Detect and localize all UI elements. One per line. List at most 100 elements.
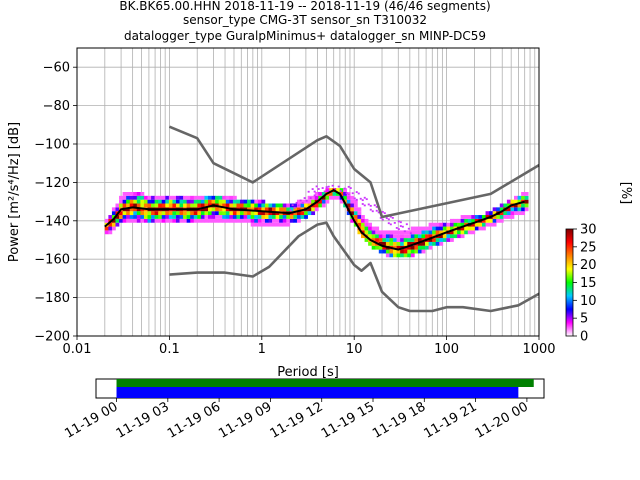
density-cell <box>119 215 123 219</box>
density-outlier-cell <box>295 201 298 204</box>
density-cell <box>197 215 202 219</box>
density-cell <box>421 245 426 250</box>
density-cell <box>442 222 447 227</box>
density-cell <box>165 203 170 208</box>
density-cell <box>464 226 469 231</box>
density-cell <box>111 226 116 231</box>
density-cell <box>122 211 127 216</box>
density-cell <box>407 253 412 258</box>
density-cell <box>168 199 173 204</box>
density-cell <box>172 199 177 204</box>
density-cell <box>272 215 276 219</box>
density-outlier-cell <box>347 185 350 188</box>
density-cell <box>492 218 497 223</box>
density-cell <box>275 215 280 219</box>
density-cell <box>161 218 166 223</box>
density-cell <box>439 238 444 242</box>
density-outlier-cell <box>313 194 316 197</box>
density-cell <box>524 203 529 208</box>
density-cell <box>371 234 376 239</box>
density-cell <box>368 226 372 231</box>
noise-model-curves <box>104 125 540 313</box>
density-cell <box>129 218 134 223</box>
density-cell <box>300 199 305 204</box>
density-cell <box>200 199 205 204</box>
density-cell <box>193 215 198 219</box>
density-cell <box>190 215 195 219</box>
density-cell <box>311 211 316 216</box>
density-cell <box>371 226 376 231</box>
density-cell <box>421 249 426 254</box>
timeline-tick-label: 11-19 18 <box>370 399 428 441</box>
density-cell <box>293 218 298 223</box>
density-cell <box>122 199 127 204</box>
density-cell <box>357 222 362 227</box>
density-cell <box>200 195 205 200</box>
density-cell <box>236 203 241 208</box>
density-cell <box>115 207 120 212</box>
density-cell <box>421 241 426 246</box>
density-outlier-cell <box>375 209 378 212</box>
density-cell <box>503 215 508 219</box>
density-cell <box>175 195 180 200</box>
density-cell <box>521 195 525 200</box>
density-cell <box>336 195 340 200</box>
density-cell <box>225 199 230 204</box>
density-cell <box>425 245 429 250</box>
density-cell <box>325 199 330 204</box>
density-cell <box>417 245 422 250</box>
density-cell <box>449 238 454 242</box>
density-cell <box>286 207 291 212</box>
density-cell <box>136 207 141 212</box>
density-cell <box>506 215 511 219</box>
density-cell <box>304 203 308 208</box>
density-cell <box>211 207 216 212</box>
x-tick-label: 1 <box>258 342 266 357</box>
density-cell <box>425 241 429 246</box>
density-outlier-cell <box>405 223 408 226</box>
density-cell <box>119 218 123 223</box>
density-cell <box>389 238 394 242</box>
density-cell <box>225 207 230 212</box>
density-cell <box>307 211 312 216</box>
x-tick-label: 100 <box>434 342 459 357</box>
density-cell <box>154 203 159 208</box>
density-cell <box>318 199 323 204</box>
density-cell <box>350 207 355 212</box>
density-cell <box>104 230 109 235</box>
density-cell <box>222 218 227 223</box>
density-cell <box>428 222 433 227</box>
density-cell <box>218 195 223 200</box>
density-cell <box>385 230 390 235</box>
density-cell <box>197 211 202 216</box>
density-cell <box>211 218 216 223</box>
density-cell <box>257 199 262 204</box>
density-outlier-cell <box>339 190 342 192</box>
density-cell <box>403 249 408 254</box>
density-cell <box>250 207 255 212</box>
density-cell <box>375 245 380 250</box>
density-cell <box>375 226 380 231</box>
density-cell <box>143 203 148 208</box>
density-cell <box>204 203 209 208</box>
density-cell <box>257 218 262 223</box>
density-cell <box>481 215 486 219</box>
density-cell <box>361 226 365 231</box>
density-cell <box>268 222 273 227</box>
density-cell <box>474 218 479 223</box>
density-cell <box>407 249 412 254</box>
density-cell <box>336 188 340 192</box>
density-cell <box>389 241 394 246</box>
density-cell <box>521 192 525 196</box>
density-cell <box>129 195 134 200</box>
colorbar: 0 5 10 15 20 25 30 [%] <box>565 182 633 345</box>
density-cell <box>414 249 419 254</box>
header-line-1: BK.BK65.00.HHN 2018-11-19 -- 2018-11-19 … <box>119 0 490 13</box>
density-cell <box>325 195 330 200</box>
header-line-2: sensor_type CMG-3T sensor_sn T310032 <box>183 13 427 27</box>
density-cell <box>428 241 433 246</box>
density-cell <box>275 203 280 208</box>
density-cell <box>186 199 191 204</box>
density-cell <box>232 211 237 216</box>
density-cell <box>143 199 148 204</box>
